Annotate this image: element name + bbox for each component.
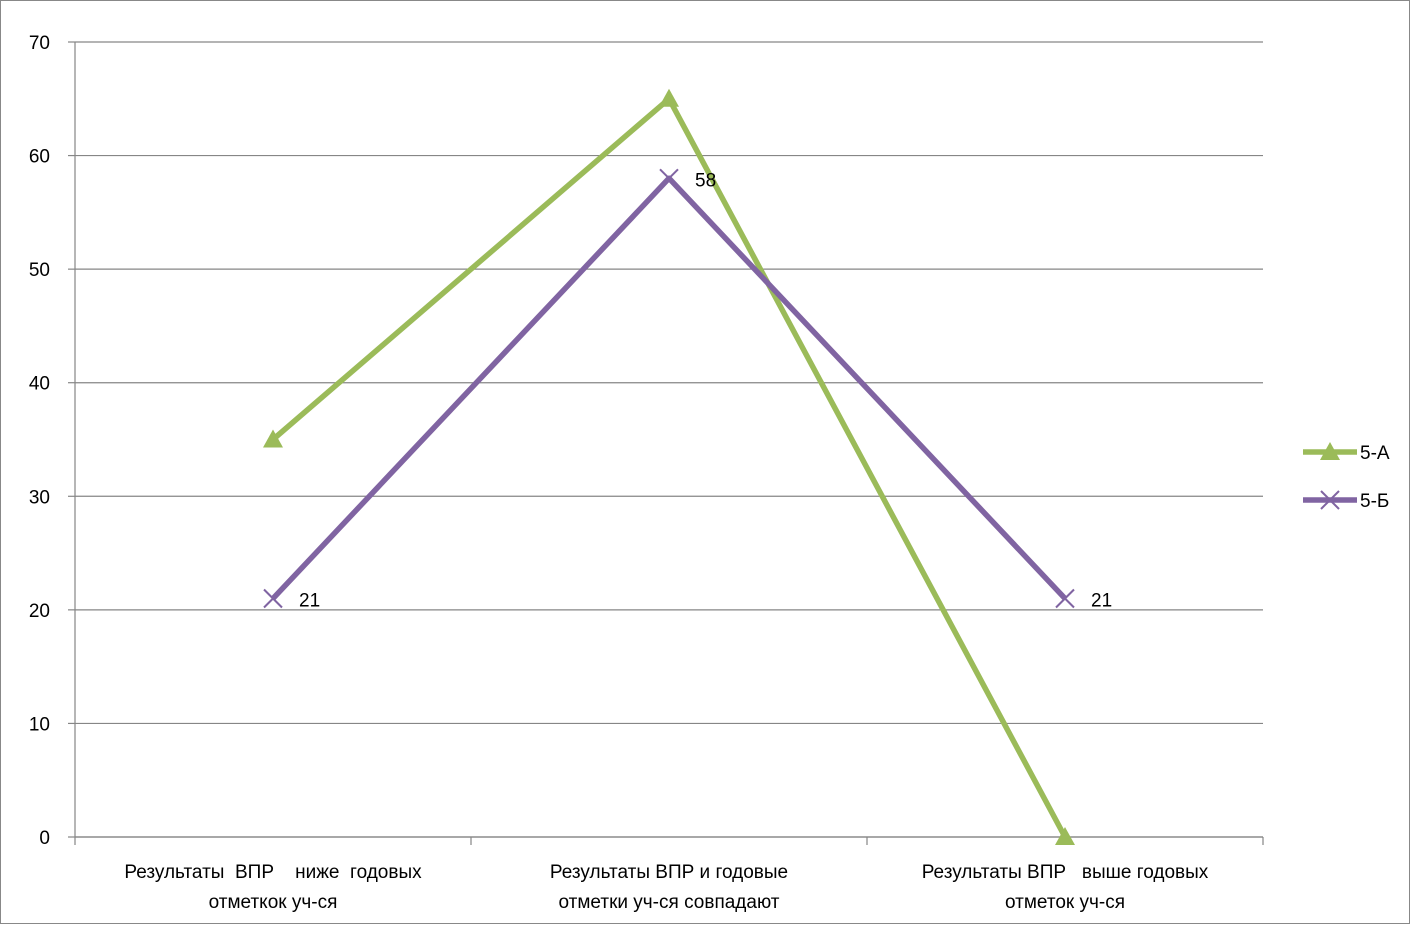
data-point-1-0 — [263, 588, 283, 609]
y-tick-label: 10 — [29, 714, 50, 735]
y-tick-label: 30 — [29, 487, 50, 508]
x-category-label-line: Результаты ВПР выше годовых — [922, 862, 1209, 883]
y-tick-label: 70 — [29, 33, 50, 54]
marker-stroke — [263, 588, 283, 609]
data-point-0-1 — [659, 88, 679, 107]
marker-stroke — [1320, 490, 1340, 510]
legend-label: 5-А — [1360, 443, 1390, 464]
gridlines — [75, 41, 1263, 838]
marker-stroke — [659, 168, 679, 188]
x-category-label: Результаты ВПР выше годовых отметок уч-ся — [922, 862, 1209, 913]
x-category-label-line: Результаты ВПР и годовые — [550, 862, 788, 883]
y-tick-label: 60 — [29, 147, 50, 168]
x-category-label: Результаты ВПР и годовые отметки уч-ся со… — [550, 862, 788, 913]
legend-marker — [1320, 442, 1340, 460]
legend-label: 5-Б — [1360, 491, 1389, 512]
data-point-1-1 — [659, 168, 679, 188]
data-labels: 21 58 21 — [299, 170, 1112, 611]
series-line-1 — [270, 175, 1068, 601]
y-axis-ticks: 0 10 20 30 40 50 60 70 — [29, 33, 50, 849]
y-tick-label: 20 — [29, 601, 50, 622]
x-category-label-line: отметкок уч-ся — [209, 892, 338, 913]
x-category-label: Результаты ВПР ниже годовых отметкок уч-с… — [124, 862, 422, 913]
x-category-label-line: Результаты ВПР ниже годовых — [124, 862, 422, 883]
legend-entry-1: 5-Б — [1303, 490, 1389, 512]
x-axis-labels: Результаты ВПР ниже годовых отметкок уч-с… — [124, 862, 1208, 913]
data-label: 21 — [1091, 591, 1112, 612]
data-point-0-0 — [263, 429, 283, 448]
data-point-0-2 — [1055, 827, 1075, 845]
marker-stroke — [1055, 588, 1075, 609]
legend: 5-А 5-Б — [1303, 442, 1390, 512]
data-point-1-2 — [1055, 588, 1075, 609]
axes — [68, 41, 1264, 845]
legend-marker — [1320, 490, 1340, 510]
y-tick-label: 0 — [39, 828, 50, 849]
y-tick-label: 40 — [29, 374, 50, 395]
series-line-0 — [271, 96, 1068, 839]
legend-entry-0: 5-А — [1303, 442, 1390, 464]
x-category-label-line: отметок уч-ся — [1005, 892, 1125, 913]
y-tick-label: 50 — [29, 260, 50, 281]
data-label: 58 — [695, 170, 716, 191]
series-group — [263, 88, 1075, 845]
x-category-label-line: отметки уч-ся совпадают — [559, 892, 780, 913]
data-label: 21 — [299, 591, 320, 612]
